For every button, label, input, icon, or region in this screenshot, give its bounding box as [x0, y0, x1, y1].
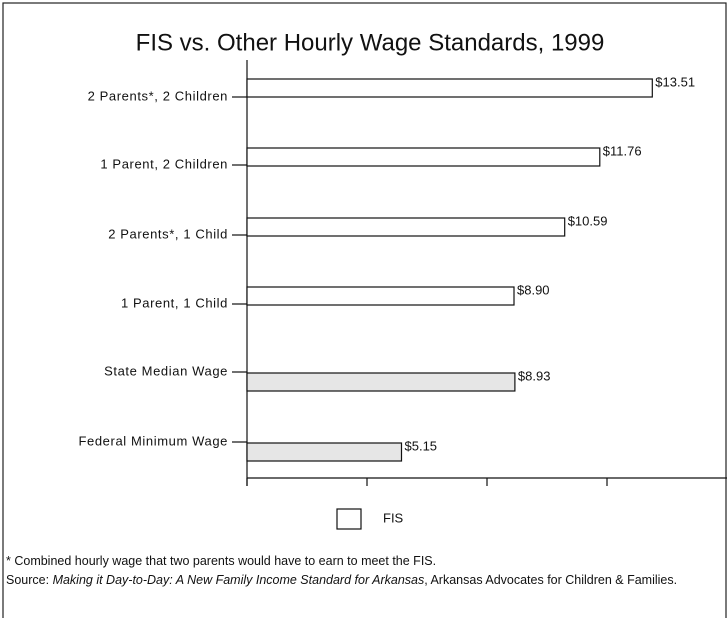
value-label: $8.93	[518, 368, 551, 383]
category-label: 2 Parents*, 2 Children	[88, 88, 228, 103]
value-label: $10.59	[568, 213, 608, 228]
source-title: Making it Day-to-Day: A New Family Incom…	[52, 573, 425, 587]
footnote: * Combined hourly wage that two parents …	[6, 554, 437, 568]
notes: * Combined hourly wage that two parents …	[6, 552, 721, 590]
category-label: 1 Parent, 1 Child	[121, 295, 228, 310]
bar	[246, 372, 516, 392]
category-label: 1 Parent, 2 Children	[100, 156, 228, 171]
chart-title: FIS vs. Other Hourly Wage Standards, 199…	[136, 29, 605, 56]
legend-label: FIS	[383, 510, 404, 525]
bar	[246, 442, 403, 462]
category-label: Federal Minimum Wage	[78, 433, 228, 448]
value-label: $11.76	[603, 143, 642, 158]
value-label: $13.51	[655, 74, 695, 89]
value-label: $8.90	[517, 282, 550, 297]
source-prefix: Source:	[6, 573, 53, 587]
value-label: $5.15	[405, 438, 438, 453]
source-suffix: , Arkansas Advocates for Children & Fami…	[424, 573, 678, 587]
category-label: 2 Parents*, 1 Child	[108, 226, 228, 241]
bar	[246, 286, 515, 306]
bar	[246, 147, 601, 167]
source: Source: Making it Day-to-Day: A New Fami…	[6, 571, 721, 590]
category-label: State Median Wage	[104, 363, 228, 378]
bar	[246, 78, 653, 98]
bar	[246, 217, 566, 237]
legend-swatch	[336, 508, 362, 530]
